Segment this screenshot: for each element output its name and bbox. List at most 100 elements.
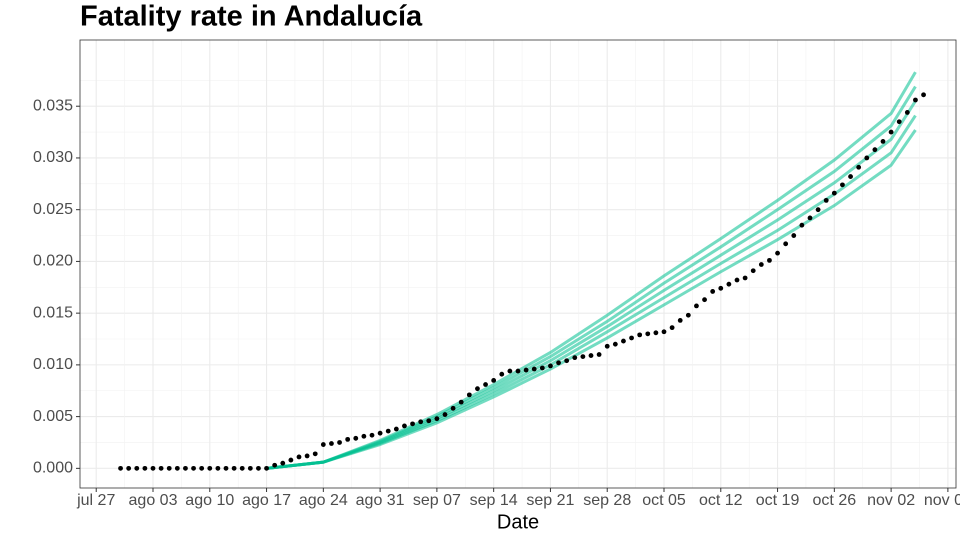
observed-point [523, 367, 529, 373]
x-tick-label: ago 17 [242, 492, 291, 509]
observed-point [848, 174, 853, 179]
y-tick-label: 0.030 [33, 149, 73, 166]
observed-point [864, 155, 870, 161]
observed-point [272, 462, 278, 468]
observed-point [466, 392, 472, 398]
x-tick-label: ago 24 [299, 492, 348, 509]
observed-point [702, 297, 707, 303]
observed-point [507, 368, 513, 374]
observed-point [612, 341, 618, 347]
observed-point [669, 325, 675, 331]
x-tick-label: oct 05 [642, 492, 686, 509]
observed-point [588, 353, 594, 358]
observed-point [191, 465, 196, 471]
observed-point [799, 222, 805, 228]
x-tick-label: oct 26 [813, 492, 857, 509]
observed-point [556, 360, 561, 366]
observed-point [758, 262, 764, 267]
panel-border [79, 39, 957, 489]
observed-point [288, 457, 294, 463]
observed-point [921, 92, 926, 98]
observed-point [840, 182, 845, 188]
observed-point [499, 371, 505, 377]
observed-point [329, 441, 334, 446]
observed-point [280, 460, 286, 466]
y-tick-label: 0.015 [33, 304, 73, 321]
observed-point [134, 465, 140, 471]
observed-point [118, 465, 123, 471]
x-tick-label: sep 21 [526, 492, 574, 509]
observed-point [750, 268, 756, 274]
y-tick-label: 0.020 [33, 253, 73, 270]
observed-point [304, 453, 310, 459]
observed-point [369, 432, 375, 438]
observed-point [645, 331, 651, 337]
observed-point [880, 138, 886, 144]
x-tick-label: oct 12 [699, 492, 743, 509]
observed-point [694, 303, 699, 309]
observed-point [312, 451, 318, 457]
observed-point [393, 426, 399, 432]
observed-point [653, 330, 659, 336]
x-tick-label: jul 27 [76, 492, 115, 509]
observed-point [264, 465, 269, 471]
observed-point [815, 207, 821, 213]
observed-point [247, 465, 253, 471]
observed-point [126, 465, 132, 471]
observed-point [791, 233, 797, 238]
simulation-line [266, 71, 917, 470]
observed-point [223, 465, 229, 471]
observed-point [442, 412, 448, 417]
observed-point [823, 197, 829, 203]
observed-point [231, 465, 237, 471]
observed-point [174, 465, 180, 471]
observed-point [361, 433, 367, 439]
x-tick-label: sep 14 [470, 492, 518, 509]
observed-point [215, 465, 221, 471]
observed-point [491, 377, 497, 383]
observed-point [580, 354, 586, 360]
observed-point [450, 405, 456, 411]
observed-point [531, 366, 537, 372]
x-tick-label: sep 28 [583, 492, 631, 509]
y-tick-label: 0.000 [33, 460, 73, 477]
observed-point [337, 440, 342, 445]
marks [118, 71, 926, 471]
observed-point [856, 164, 862, 170]
observed-point [596, 352, 602, 357]
observed-point [142, 465, 148, 471]
observed-point [320, 442, 326, 447]
observed-point [888, 129, 894, 135]
observed-point [475, 386, 480, 392]
observed-point [710, 289, 716, 294]
observed-point [410, 421, 415, 427]
observed-point [458, 399, 464, 405]
observed-point [256, 465, 261, 471]
observed-point [572, 355, 578, 361]
observed-point [637, 332, 643, 338]
observed-point [539, 365, 545, 371]
observed-point [913, 97, 918, 103]
observed-point [775, 250, 780, 256]
x-tick-label: ago 10 [185, 492, 234, 509]
x-axis-title: Date [497, 511, 539, 533]
observed-point [207, 465, 213, 471]
observed-point [515, 368, 521, 374]
observed-point [685, 312, 691, 318]
x-tick-label: ago 03 [129, 492, 178, 509]
observed-point [199, 465, 205, 471]
x-tick-label: oct 19 [756, 492, 800, 509]
observed-point [345, 436, 351, 442]
observed-point [548, 363, 553, 369]
observed-point [831, 190, 837, 196]
observed-point [767, 257, 772, 263]
y-tick-label: 0.010 [33, 356, 73, 373]
observed-point [621, 338, 626, 344]
observed-point [158, 465, 164, 471]
y-tick-label: 0.025 [33, 201, 73, 218]
observed-point [726, 281, 732, 287]
observed-point [239, 465, 245, 471]
x-tick-label: nov 02 [867, 492, 915, 509]
observed-point [353, 435, 359, 441]
